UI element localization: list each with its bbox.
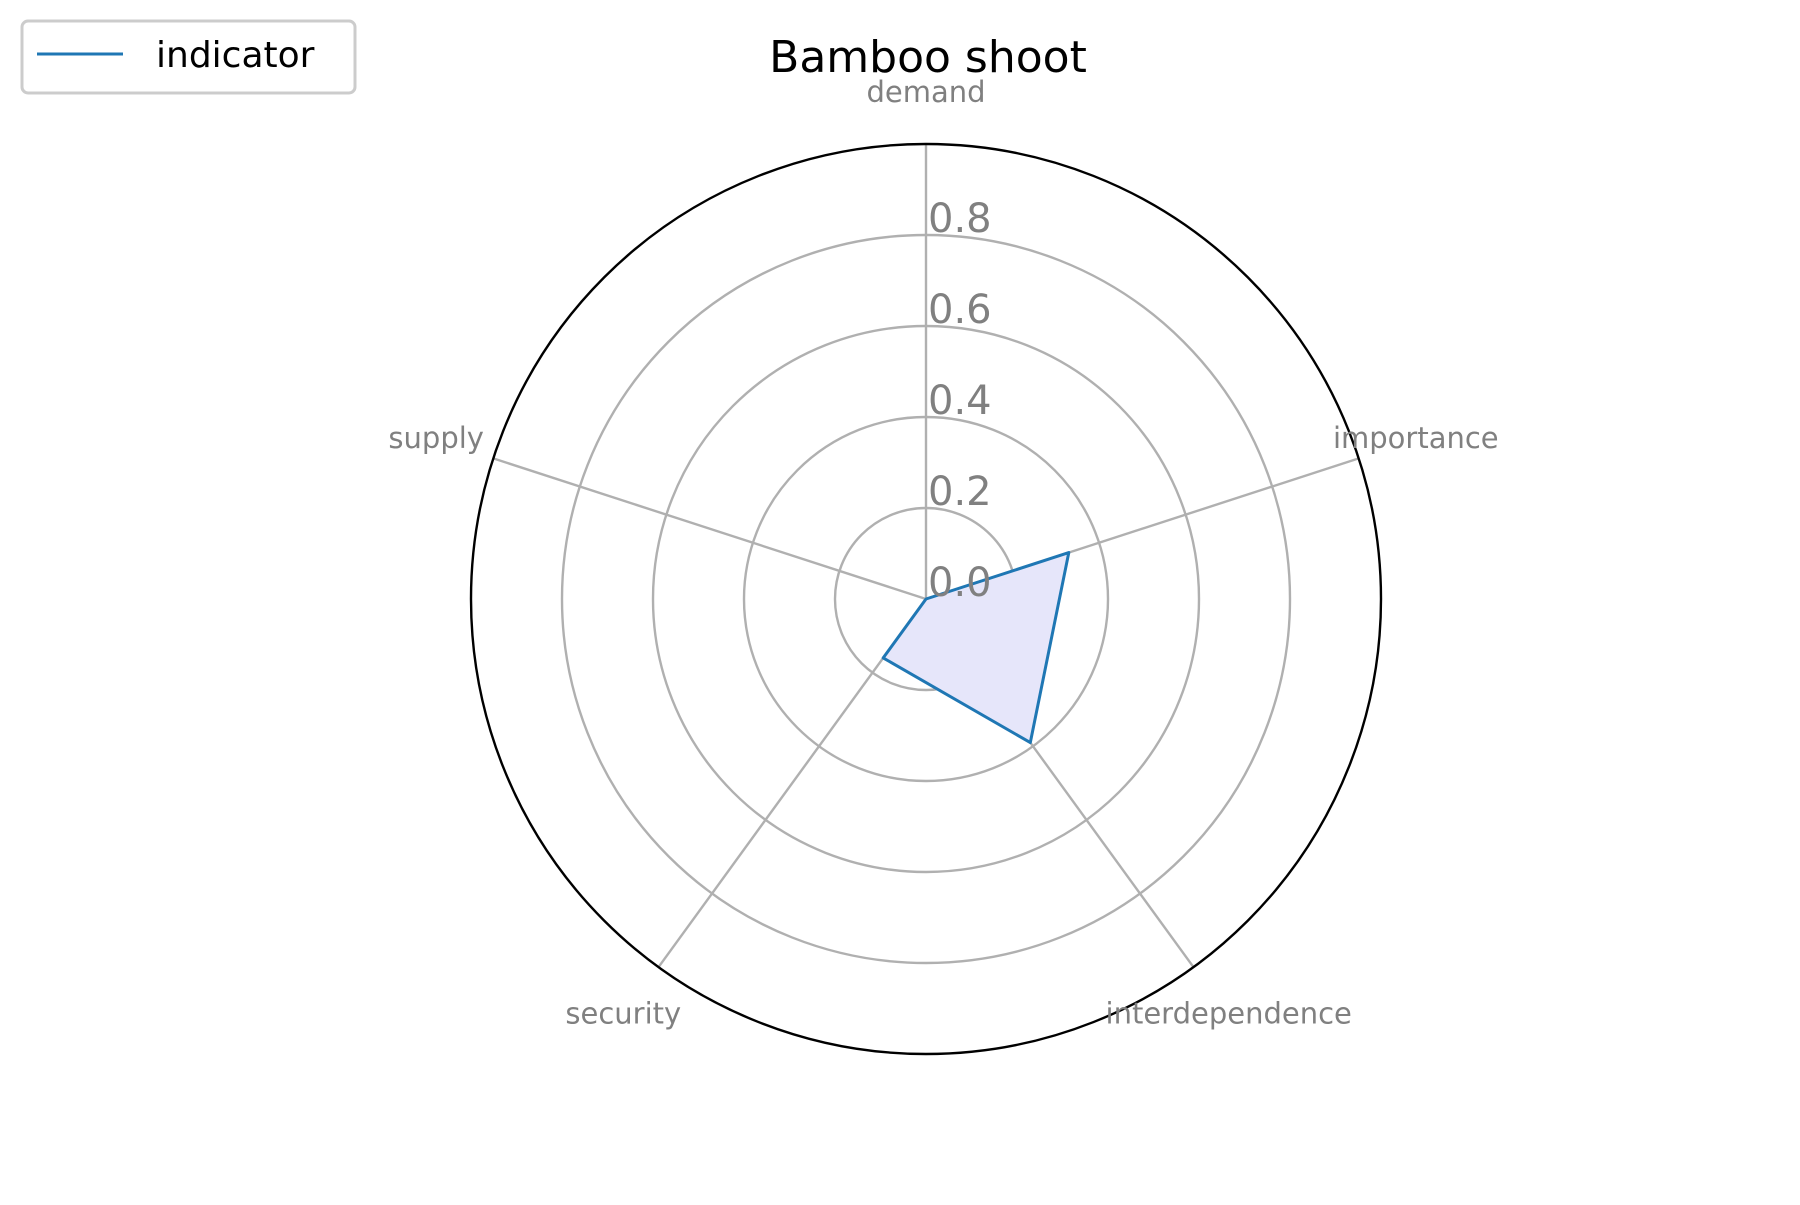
radial-tick-label: 0.0 <box>928 560 992 606</box>
radial-tick-label: 0.4 <box>928 378 992 424</box>
axis-label-importance: importance <box>1333 421 1499 455</box>
legend-label: indicator <box>156 35 315 76</box>
radial-tick-label: 0.8 <box>928 196 992 242</box>
axis-label-interdependence: interdependence <box>1106 997 1352 1031</box>
radial-tick-labels: 0.0 0.2 0.4 0.6 0.8 <box>928 196 992 606</box>
axis-label-supply: supply <box>388 421 484 455</box>
axis-label-security: security <box>565 997 681 1031</box>
radial-tick-label: 0.6 <box>928 287 992 333</box>
legend: indicator <box>22 21 355 93</box>
grid-spoke <box>493 458 926 599</box>
radial-tick-label: 0.2 <box>928 469 992 515</box>
chart-title: Bamboo shoot <box>769 32 1087 83</box>
